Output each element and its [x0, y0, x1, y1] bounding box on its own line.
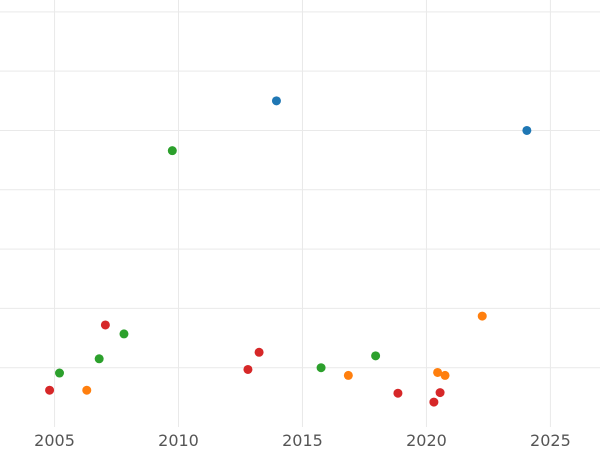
data-point — [429, 397, 439, 407]
data-point — [435, 388, 445, 398]
data-point — [371, 351, 381, 361]
grid — [0, 0, 600, 427]
data-point — [440, 370, 450, 380]
x-tick-label: 2020 — [406, 431, 447, 450]
x-tick-label: 2025 — [530, 431, 571, 450]
data-point — [343, 370, 353, 380]
data-points — [45, 96, 532, 407]
data-point — [94, 354, 104, 364]
x-axis-ticks: 2005 2010 2015 2020 2025 — [34, 431, 571, 450]
data-point — [100, 320, 110, 330]
x-tick-label: 2015 — [282, 431, 323, 450]
data-point — [243, 364, 253, 374]
data-point — [393, 388, 403, 398]
data-point — [254, 347, 264, 357]
data-point — [316, 363, 326, 373]
data-point — [167, 146, 177, 156]
data-point — [433, 367, 443, 377]
data-point — [45, 385, 55, 395]
data-point — [271, 96, 281, 106]
data-point — [477, 311, 487, 321]
data-point — [119, 329, 129, 339]
x-tick-label: 2005 — [34, 431, 75, 450]
data-point — [82, 385, 92, 395]
x-tick-label: 2010 — [158, 431, 199, 450]
data-point — [522, 125, 532, 135]
data-point — [55, 368, 65, 378]
